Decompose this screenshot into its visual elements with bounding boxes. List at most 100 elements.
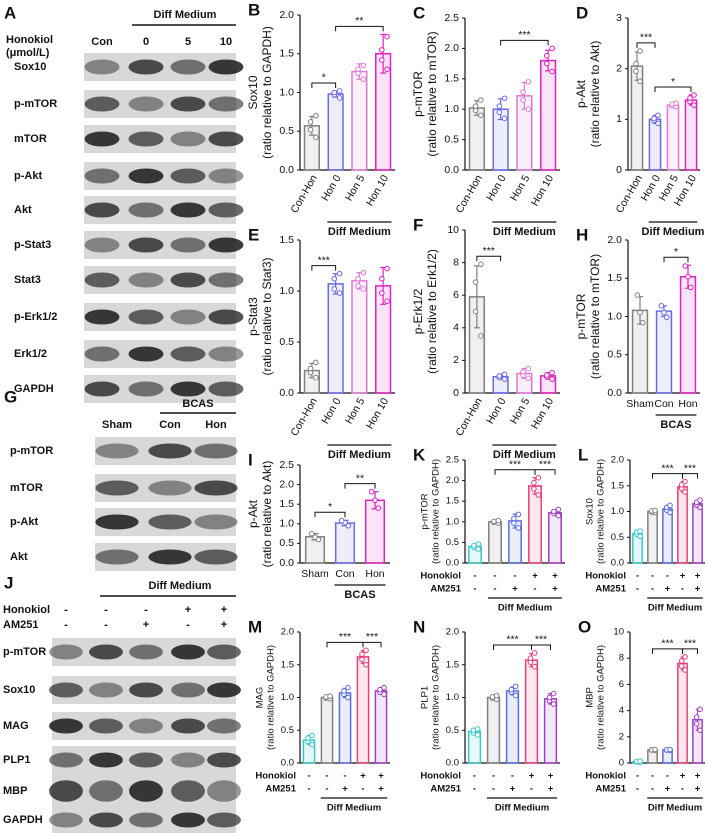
y-tick-label: 2.0 [607, 234, 622, 246]
condition-name: AM251 [3, 619, 38, 631]
bar [655, 310, 673, 394]
blot-band [49, 752, 83, 768]
blot-band [89, 644, 123, 660]
data-point [693, 720, 700, 727]
x-tick-label: Con-Hon [288, 396, 319, 439]
data-point [313, 134, 319, 141]
condition-mark: - [473, 784, 476, 795]
y-tick-label: 2 [453, 354, 459, 366]
data-point [633, 68, 639, 74]
data-point [381, 684, 387, 691]
y-tick-label: 0.5 [279, 125, 294, 137]
condition-mark: - [307, 771, 310, 782]
x-tick-label: Hon [365, 568, 384, 580]
row-label: Sox10 [14, 61, 46, 73]
blot-band [208, 346, 244, 362]
condition-mark: - [361, 784, 364, 795]
condition-mark: - [530, 784, 533, 795]
blot-band [128, 131, 164, 147]
y-tick-label: 1.0 [446, 516, 459, 527]
data-point [682, 654, 688, 660]
y-axis-label: p-Akt [574, 79, 588, 108]
bar [648, 118, 662, 171]
group-label: Diff Medium [149, 580, 212, 592]
data-point [527, 655, 534, 662]
group-label: Diff Medium [328, 449, 391, 461]
significance-label: *** [539, 458, 551, 470]
blot-band [129, 644, 163, 660]
y-tick-label: 8 [619, 653, 624, 664]
panel-letter: B [248, 0, 260, 19]
y-tick-label: 1 [616, 113, 622, 125]
bar [351, 70, 368, 171]
y-tick-label: 1.5 [444, 73, 459, 85]
blot-band [128, 96, 164, 112]
data-point [360, 62, 367, 69]
significance-bracket [335, 25, 384, 32]
lane-label: Con [91, 36, 113, 48]
data-point [338, 517, 345, 524]
group-label: Diff Medium [328, 226, 391, 238]
bar [304, 535, 326, 564]
data-point [697, 727, 703, 734]
data-point [472, 279, 479, 285]
data-point [693, 714, 700, 720]
x-tick-label: Con [335, 568, 354, 580]
data-point [355, 275, 361, 282]
data-point [313, 359, 319, 366]
blot-band [208, 381, 244, 397]
data-point [667, 746, 673, 753]
data-point [691, 102, 697, 108]
data-point [375, 505, 382, 511]
blot-band [171, 752, 205, 768]
row-label: MAG [3, 720, 29, 732]
data-point [501, 371, 508, 378]
data-point [496, 373, 503, 379]
blot-band [128, 237, 164, 253]
y-tick-label: 0.0 [281, 758, 294, 769]
blot-band [84, 237, 120, 253]
data-point [359, 656, 365, 663]
condition-mark: - [533, 584, 536, 595]
data-point [678, 658, 685, 664]
data-point [687, 284, 694, 291]
condition-mark: - [492, 771, 495, 782]
y-tick-label: 8 [453, 256, 459, 268]
blot-band [208, 272, 244, 288]
data-point [520, 89, 526, 95]
blot-band [207, 682, 241, 698]
y-axis-label: (ratio relative to Erk1/2) [425, 249, 439, 374]
group-label: Diff Medium [495, 803, 549, 814]
blot-band [170, 96, 206, 112]
data-point [331, 89, 338, 96]
x-tick-label: Sham [301, 568, 329, 580]
x-tick-label: Con-Hon [453, 396, 484, 439]
significance-bracket [636, 42, 656, 48]
significance-label: * [322, 72, 326, 84]
data-point [345, 684, 351, 691]
data-point [673, 100, 679, 106]
data-point [512, 683, 519, 690]
y-tick-label: 4 [453, 322, 459, 334]
data-point [336, 270, 343, 277]
condition-name: Honokiol [585, 771, 626, 782]
data-point [341, 688, 347, 694]
condition-mark: + [665, 584, 671, 595]
bar [524, 659, 539, 764]
panel-letter: F [413, 215, 423, 234]
y-tick-label: 1.0 [279, 285, 294, 297]
condition-name: AM251 [430, 584, 461, 595]
blot-band [208, 131, 244, 147]
panel-letter: K [413, 445, 426, 464]
lane-label: Sham [102, 419, 132, 431]
condition-name: Honokiol [420, 571, 461, 582]
condition-mark: + [548, 784, 554, 795]
data-point [655, 112, 661, 119]
data-point [378, 57, 385, 63]
blot-band [84, 96, 120, 112]
condition-mark: - [681, 784, 684, 795]
x-tick-label: Hon [678, 398, 697, 410]
y-tick-label: 0.0 [279, 164, 294, 176]
condition-mark: + [532, 571, 538, 582]
